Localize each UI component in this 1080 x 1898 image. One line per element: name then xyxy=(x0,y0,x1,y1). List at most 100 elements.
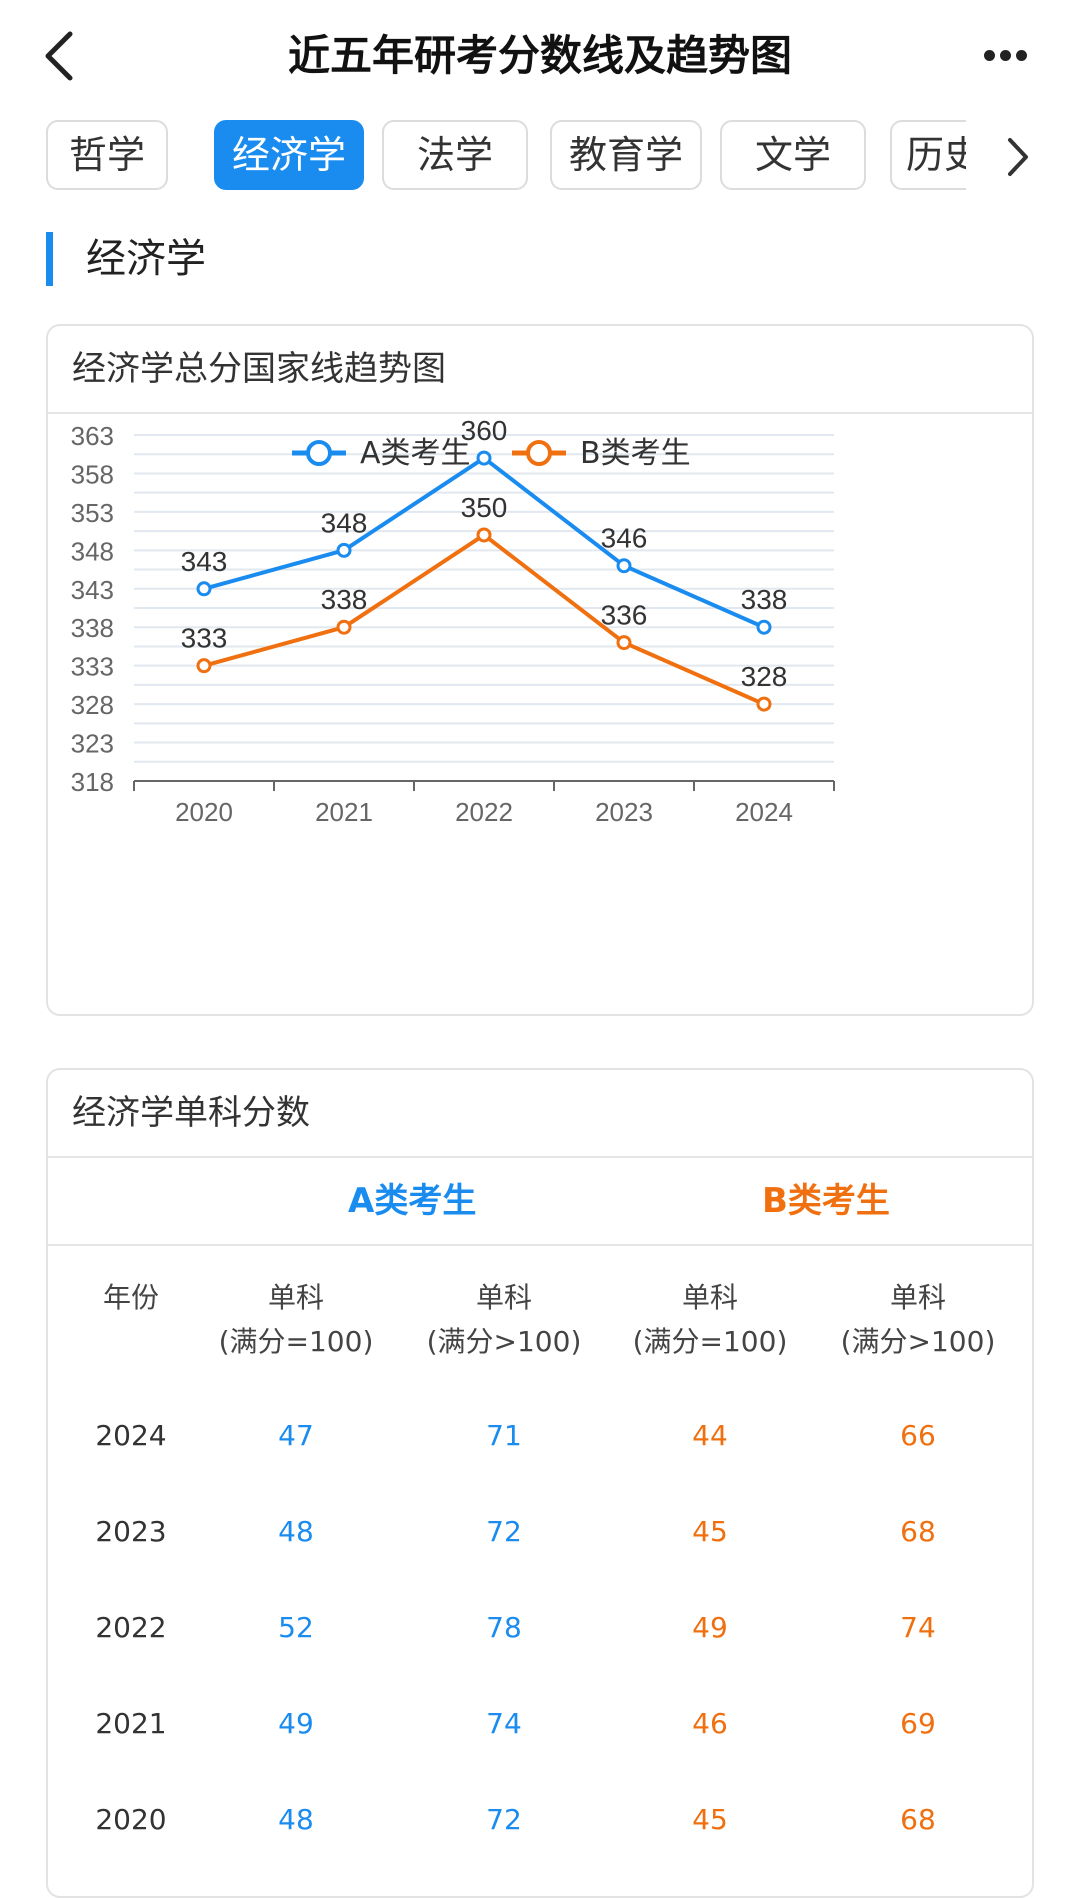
group-header-row: A类考生 B类考生 xyxy=(48,1158,1032,1246)
data-label: 338 xyxy=(741,584,788,615)
cell-b1: 45 xyxy=(692,1803,728,1836)
cell-year: 2020 xyxy=(95,1803,167,1836)
page-title: 近五年研考分数线及趋势图 xyxy=(287,31,792,80)
cell-a1: 48 xyxy=(278,1515,314,1548)
y-tick-label: 353 xyxy=(71,498,114,528)
table-row: 2020 48 72 45 68 xyxy=(48,1772,1036,1868)
tab-philosophy[interactable]: 哲学 xyxy=(46,120,168,190)
tab-history[interactable]: 历史 xyxy=(890,120,966,190)
header-b-single-100: 单科 (满分=100) xyxy=(632,1281,788,1358)
header-b-single-over100: 单科 (满分>100) xyxy=(840,1281,996,1358)
header-a-single-100: 单科 (满分=100) xyxy=(218,1281,374,1358)
cell-b2: 68 xyxy=(900,1803,936,1836)
y-tick-label: 333 xyxy=(71,652,114,682)
chart-card-title: 经济学总分国家线趋势图 xyxy=(48,326,1032,414)
data-point xyxy=(476,527,492,543)
y-tick-label: 338 xyxy=(71,613,114,643)
cell-year: 2022 xyxy=(95,1611,167,1644)
back-button[interactable] xyxy=(36,26,92,86)
cell-a2: 72 xyxy=(486,1803,522,1836)
data-label: 350 xyxy=(461,492,508,523)
x-tick-label: 2022 xyxy=(455,797,513,827)
y-tick-label: 358 xyxy=(71,459,114,489)
cell-a1: 52 xyxy=(278,1611,314,1644)
data-point xyxy=(476,450,492,466)
y-tick-label: 343 xyxy=(71,575,114,605)
cell-a1: 47 xyxy=(278,1419,314,1452)
y-tick-label: 323 xyxy=(71,729,114,759)
legend-marker xyxy=(306,440,332,466)
table-card-title: 经济学单科分数 xyxy=(48,1070,1032,1158)
more-dot-icon xyxy=(984,50,995,61)
data-point xyxy=(336,542,352,558)
data-label: 360 xyxy=(461,415,508,446)
header-year: 年份 xyxy=(102,1281,159,1314)
section-accent-bar xyxy=(46,232,53,286)
cell-b1: 49 xyxy=(692,1611,728,1644)
data-label: 348 xyxy=(321,507,368,538)
tab-law[interactable]: 法学 xyxy=(382,120,528,190)
cell-a1: 49 xyxy=(278,1707,314,1740)
table-row: 2022 52 78 49 74 xyxy=(48,1580,1036,1676)
data-point xyxy=(336,619,352,635)
trend-line-chart: 363 358 353 348 343 338 333 328 323 318 2020 2021 20… xyxy=(71,415,835,827)
x-tick-label: 2024 xyxy=(735,797,793,827)
cell-year: 2024 xyxy=(95,1419,167,1452)
data-label: 328 xyxy=(741,661,788,692)
data-point xyxy=(616,558,632,574)
subject-tabs: 哲学 经济学 法学 教育学 文学 历史 xyxy=(46,120,966,196)
cell-b1: 44 xyxy=(692,1419,728,1452)
more-options-button[interactable] xyxy=(984,46,1040,66)
group-b-label: B类考生 xyxy=(762,1181,890,1221)
top-bar: 近五年研考分数线及趋势图 xyxy=(0,0,1080,112)
y-tick-label: 318 xyxy=(71,767,114,797)
data-point xyxy=(196,658,212,674)
more-dot-icon xyxy=(1000,50,1011,61)
table-row: 2024 47 71 44 66 xyxy=(48,1388,1036,1484)
cell-a2: 78 xyxy=(486,1611,522,1644)
cell-a2: 74 xyxy=(486,1707,522,1740)
data-point xyxy=(616,635,632,651)
data-point xyxy=(756,696,772,712)
cell-a2: 72 xyxy=(486,1515,522,1548)
tab-literature[interactable]: 文学 xyxy=(720,120,866,190)
x-tick-label: 2020 xyxy=(175,797,233,827)
section-title: 经济学 xyxy=(86,236,206,282)
tabs-scroll-right-button[interactable] xyxy=(1000,132,1036,182)
cell-b2: 66 xyxy=(900,1419,936,1452)
y-tick-label: 328 xyxy=(71,690,114,720)
data-point xyxy=(756,619,772,635)
series-line xyxy=(203,532,765,706)
data-label: 346 xyxy=(601,523,648,554)
cell-a1: 48 xyxy=(278,1803,314,1836)
header-a-single-over100: 单科 (满分>100) xyxy=(426,1281,582,1358)
group-a-label: A类考生 xyxy=(348,1181,477,1221)
data-label: 343 xyxy=(181,546,228,577)
more-dot-icon xyxy=(1016,50,1027,61)
data-label: 338 xyxy=(321,584,368,615)
cell-b1: 45 xyxy=(692,1515,728,1548)
legend-marker xyxy=(526,440,552,466)
cell-b2: 69 xyxy=(900,1707,936,1740)
data-label: 333 xyxy=(181,623,228,654)
chevron-right-icon xyxy=(1008,138,1028,176)
cell-b2: 74 xyxy=(900,1611,936,1644)
cell-a2: 71 xyxy=(486,1419,522,1452)
cell-year: 2023 xyxy=(95,1515,167,1548)
x-tick-label: 2023 xyxy=(595,797,653,827)
table-header: 年份 单科 (满分=100) 单科 (满分>100) 单科 (满分=100) 单科 (满… xyxy=(48,1266,1036,1376)
legend-label: B类考生 xyxy=(580,436,691,471)
tab-economics[interactable]: 经济学 xyxy=(214,120,364,190)
single-subject-card: 经济学单科分数 A类考生 B类考生 年份 单科 (满分=100) 单科 (满分>10… xyxy=(46,1068,1034,1898)
data-label: 336 xyxy=(601,600,648,631)
y-tick-label: 363 xyxy=(71,421,114,451)
series-line xyxy=(203,456,765,630)
y-tick-label: 348 xyxy=(71,536,114,566)
legend-label: A类考生 xyxy=(360,436,471,471)
data-point xyxy=(196,581,212,597)
cell-b1: 46 xyxy=(692,1707,728,1740)
x-tick-label: 2021 xyxy=(315,797,373,827)
table-row: 2023 48 72 45 68 xyxy=(48,1484,1036,1580)
tab-education[interactable]: 教育学 xyxy=(550,120,702,190)
cell-b2: 68 xyxy=(900,1515,936,1548)
